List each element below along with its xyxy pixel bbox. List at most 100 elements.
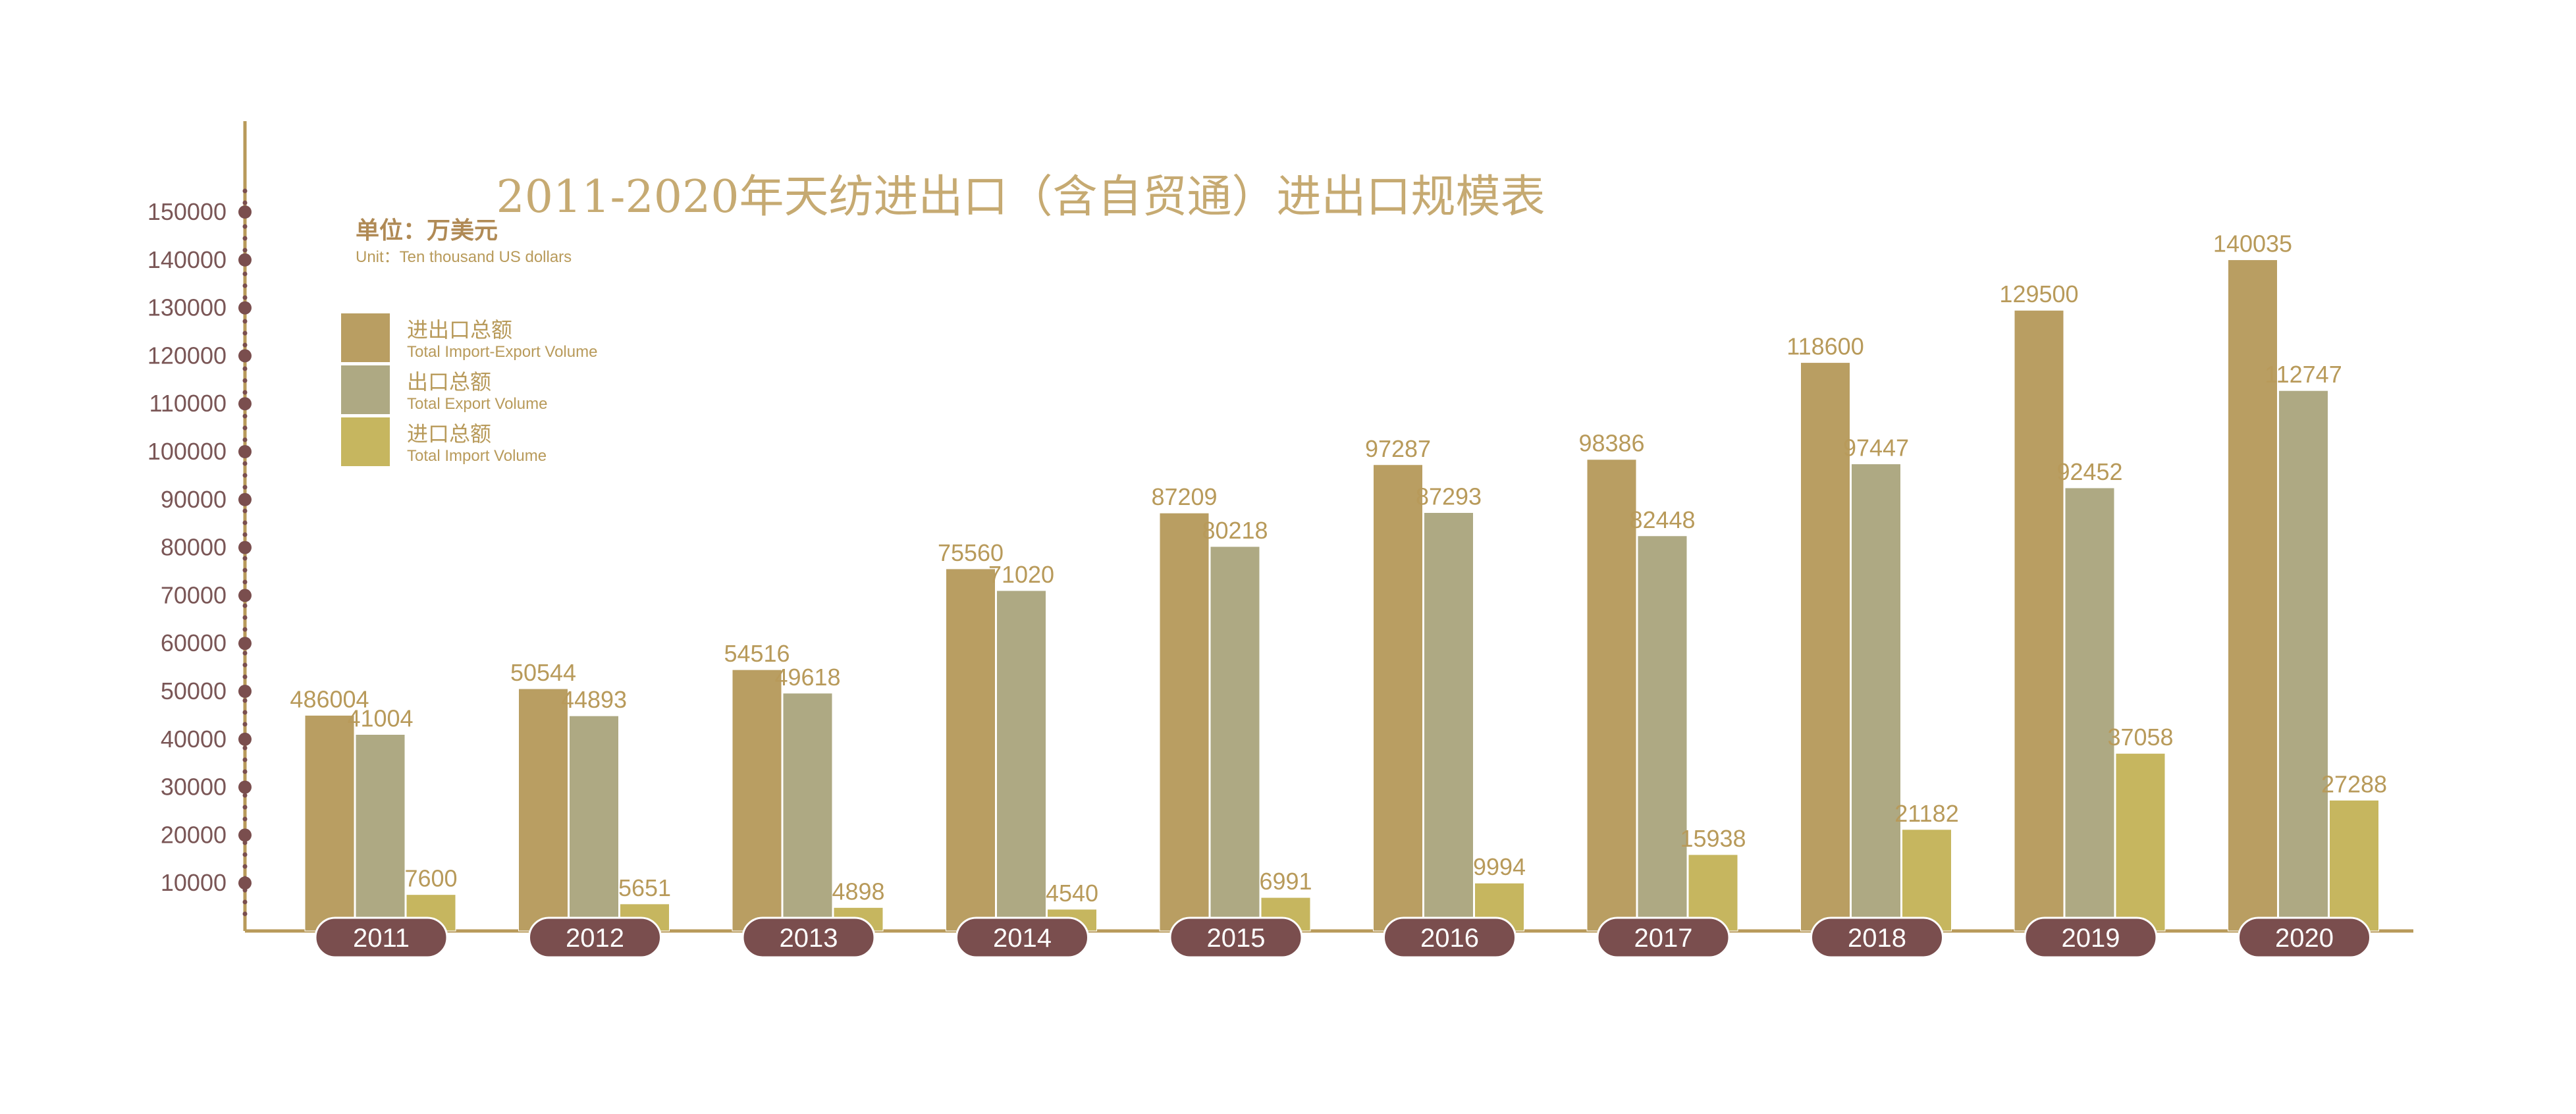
bar-value-label: 97447 [1843, 435, 1909, 462]
y-tick-dot [238, 732, 252, 746]
bar [2329, 799, 2379, 932]
axis-dot [242, 390, 248, 395]
y-tick-dot [238, 780, 252, 794]
y-tick-label: 140000 [148, 246, 227, 273]
legend-label-cn: 进口总额 [407, 421, 491, 446]
x-tick-label: 2013 [780, 924, 838, 953]
bar-value-label: 5651 [618, 874, 671, 901]
axis-dot [242, 188, 248, 194]
y-axis-ticks: 10000 20000 30000 40000 50000 60000 70000 80000… [148, 198, 252, 896]
y-tick-label: 130000 [148, 294, 227, 321]
axis-dot [242, 366, 248, 371]
year-pill [1169, 916, 1303, 959]
unit-label-cn: 单位：万美元 [356, 217, 498, 244]
axis-dot [242, 295, 248, 300]
bar [1637, 535, 1688, 932]
x-tick-label: 2012 [566, 924, 624, 953]
year-pill [741, 916, 876, 959]
bar-value-label: 27288 [2321, 770, 2387, 797]
bar [2014, 309, 2064, 932]
bar [946, 568, 996, 932]
bar-value-label: 37058 [2107, 724, 2173, 751]
y-tick-dot [238, 541, 252, 554]
bar-value-label: 49618 [774, 664, 840, 691]
axis-dot [242, 342, 248, 348]
legend-swatch [341, 313, 390, 362]
bar [1210, 546, 1260, 932]
bar [304, 714, 355, 932]
y-tick-dot [238, 492, 252, 506]
axis-dot [242, 236, 248, 241]
legend-swatch [341, 417, 390, 466]
bar [1424, 512, 1474, 932]
axis-dot [242, 568, 248, 573]
axis-dot [242, 413, 248, 419]
y-tick-dot [238, 637, 252, 650]
axis-dot [242, 485, 248, 490]
axis-dot [242, 911, 248, 916]
x-tick-label: 2017 [1634, 924, 1693, 953]
axis-dot [242, 745, 248, 751]
y-tick-label: 20000 [161, 821, 227, 848]
bar-value-label: 486004 [290, 685, 369, 712]
axis-dot [242, 698, 248, 703]
bar-value-label: 44893 [561, 686, 627, 713]
y-tick-label: 110000 [149, 390, 227, 417]
y-tick-label: 90000 [161, 486, 227, 513]
legend-label-en: Total Import Volume [407, 447, 547, 465]
y-tick-label: 40000 [161, 726, 227, 753]
x-tick-label: 2011 [353, 924, 410, 953]
bar [1902, 829, 1952, 932]
legend-label-cn: 进出口总额 [407, 317, 512, 342]
bar-value-label: 82448 [1629, 506, 1695, 533]
bar-value-label: 97287 [1365, 435, 1431, 462]
y-tick-label: 10000 [161, 869, 227, 896]
axis-dot [242, 627, 248, 632]
axis-dot [242, 331, 248, 336]
y-tick-dot [238, 349, 252, 363]
bar [1373, 464, 1423, 932]
y-tick-dot [238, 205, 252, 219]
bar-value-label: 129500 [1999, 280, 2078, 307]
y-tick-dot [238, 685, 252, 698]
legend-label-en: Total Import-Export Volume [407, 343, 597, 361]
year-pill [955, 916, 1089, 959]
axis-dot [242, 805, 248, 810]
axis-dot [242, 461, 248, 466]
bar [569, 715, 619, 932]
legend-label-cn: 出口总额 [407, 369, 491, 394]
axis-dot [242, 200, 248, 205]
y-tick-dot [238, 397, 252, 411]
bar-value-label: 80218 [1202, 517, 1268, 544]
axis-dot [242, 283, 248, 288]
axis-dot [242, 710, 248, 715]
bar-value-label: 87293 [1416, 483, 1482, 510]
bar-value-label: 118600 [1786, 333, 1864, 360]
bar-value-label: 112747 [2265, 361, 2342, 388]
axis-dot [242, 864, 248, 869]
axis-dot [242, 793, 248, 798]
axis-dot [242, 520, 248, 525]
bar-value-label: 98386 [1578, 430, 1644, 457]
bar [1851, 464, 1901, 932]
axis-dot [242, 722, 248, 727]
bar [1800, 362, 1850, 932]
y-tick-dot [238, 828, 252, 842]
axis-dot [242, 556, 248, 561]
bar-value-label: 75560 [938, 539, 1004, 566]
year-pill [2238, 916, 2371, 959]
axis-dot [242, 852, 248, 857]
bar [2278, 390, 2328, 932]
axis-dot [242, 437, 248, 442]
bar [782, 693, 833, 932]
y-tick-dot [238, 445, 252, 458]
y-tick-dot [238, 301, 252, 315]
axis-dot [242, 674, 248, 679]
y-tick-label: 30000 [161, 774, 227, 801]
bar [2064, 487, 2115, 932]
legend-label-en: Total Export Volume [407, 395, 547, 413]
y-tick-label: 60000 [161, 629, 227, 656]
axis-dot [242, 615, 248, 620]
bar [1159, 512, 1210, 932]
x-tick-label: 2018 [1848, 924, 1906, 953]
